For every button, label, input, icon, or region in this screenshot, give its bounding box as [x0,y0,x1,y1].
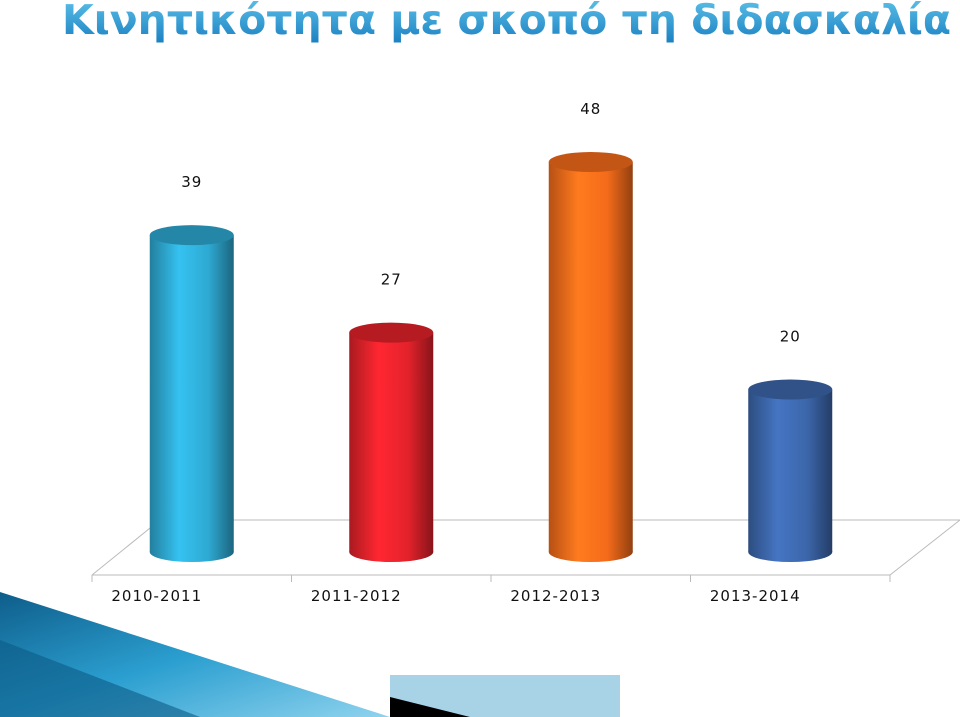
x-tick-label: 2011-2012 [311,587,402,605]
x-tick-label: 2013-2014 [710,587,801,605]
x-tick-label: 2012-2013 [510,587,601,605]
value-label: 27 [381,271,402,289]
bar [748,389,833,552]
x-tick-label: 2010-2011 [111,587,202,605]
bar-cap [548,152,633,172]
decoration [0,640,200,717]
bar [149,235,234,552]
bar [548,162,633,552]
bar-cap [349,322,434,343]
bar-cap [748,379,833,400]
value-label: 39 [181,173,202,191]
decoration [390,697,470,717]
bar-cap [149,225,234,246]
bar [349,332,434,552]
chart-title: Κινητικότητα με σκοπό τη διδασκαλία (ΕΠ)… [62,0,960,44]
value-label: 48 [580,100,601,118]
value-label: 20 [780,328,801,346]
